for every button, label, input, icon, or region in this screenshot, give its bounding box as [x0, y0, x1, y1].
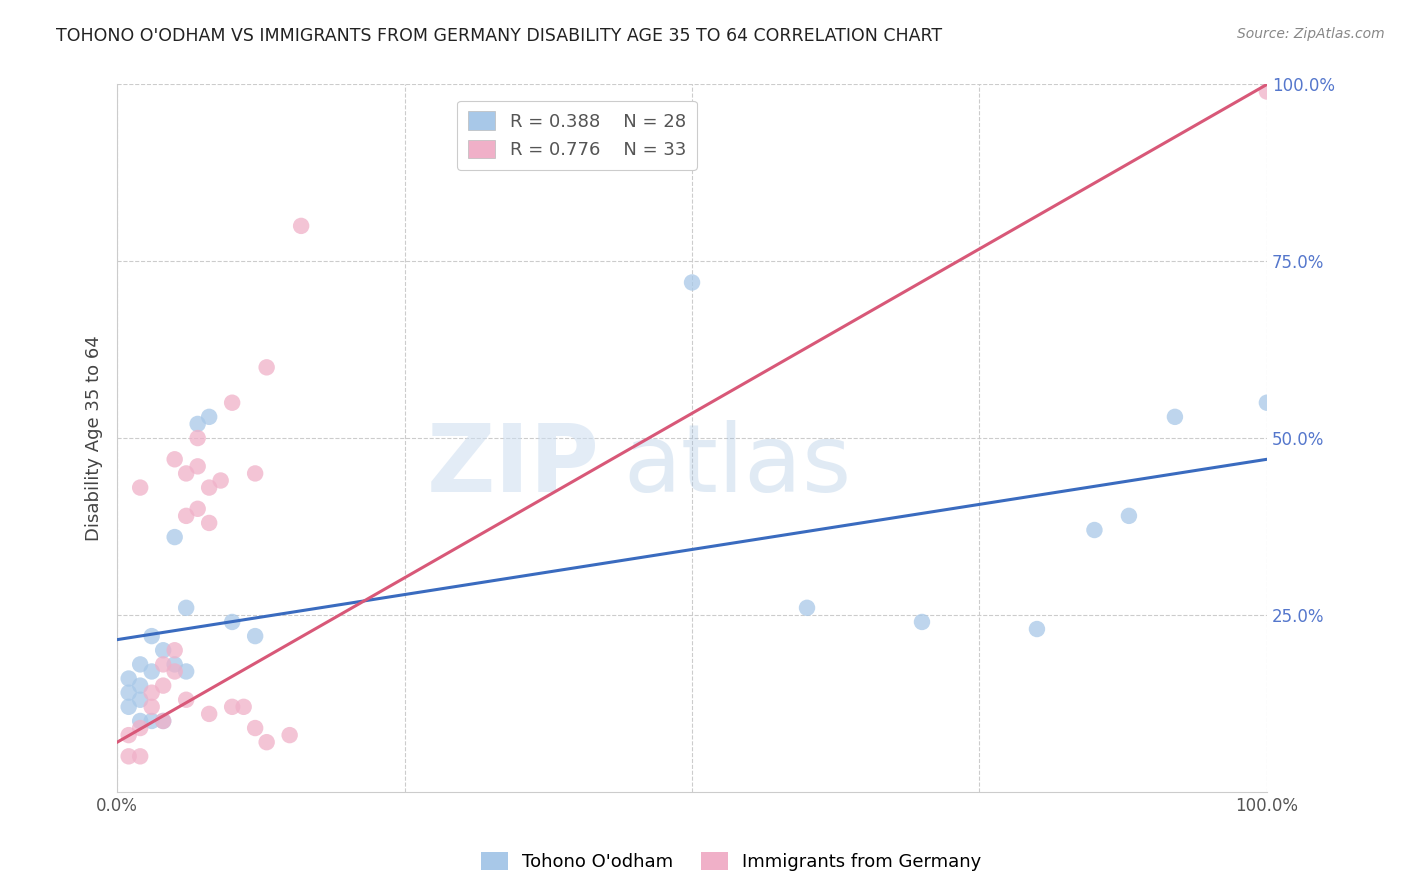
Point — [256, 360, 278, 375]
Point — [198, 516, 221, 530]
Y-axis label: Disability Age 35 to 64: Disability Age 35 to 64 — [86, 335, 103, 541]
Text: atlas: atlas — [623, 420, 851, 512]
Point — [243, 629, 266, 643]
Point — [152, 714, 174, 728]
Point — [118, 749, 141, 764]
Point — [163, 643, 186, 657]
Point — [118, 672, 141, 686]
Point — [174, 665, 197, 679]
Point — [152, 643, 174, 657]
Point — [187, 417, 209, 431]
Point — [163, 452, 186, 467]
Point — [141, 629, 163, 643]
Point — [118, 699, 141, 714]
Point — [141, 699, 163, 714]
Point — [221, 699, 243, 714]
Text: ZIP: ZIP — [427, 420, 600, 512]
Point — [141, 686, 163, 700]
Point — [1256, 85, 1278, 99]
Point — [129, 481, 152, 495]
Point — [187, 459, 209, 474]
Point — [118, 686, 141, 700]
Point — [1164, 409, 1187, 424]
Point — [118, 728, 141, 742]
Point — [174, 508, 197, 523]
Point — [1118, 508, 1140, 523]
Point — [129, 692, 152, 706]
Point — [129, 749, 152, 764]
Point — [152, 657, 174, 672]
Point — [187, 501, 209, 516]
Legend: Tohono O'odham, Immigrants from Germany: Tohono O'odham, Immigrants from Germany — [474, 845, 988, 879]
Point — [911, 615, 934, 629]
Point — [1083, 523, 1105, 537]
Text: TOHONO O'ODHAM VS IMMIGRANTS FROM GERMANY DISABILITY AGE 35 TO 64 CORRELATION CH: TOHONO O'ODHAM VS IMMIGRANTS FROM GERMAN… — [56, 27, 942, 45]
Point — [232, 699, 254, 714]
Point — [129, 657, 152, 672]
Text: Source: ZipAtlas.com: Source: ZipAtlas.com — [1237, 27, 1385, 41]
Point — [290, 219, 312, 233]
Point — [187, 431, 209, 445]
Point — [221, 615, 243, 629]
Point — [129, 714, 152, 728]
Point — [152, 714, 174, 728]
Point — [198, 706, 221, 721]
Point — [243, 721, 266, 735]
Point — [221, 395, 243, 409]
Point — [152, 679, 174, 693]
Legend: R = 0.388    N = 28, R = 0.776    N = 33: R = 0.388 N = 28, R = 0.776 N = 33 — [457, 101, 697, 170]
Point — [141, 714, 163, 728]
Point — [163, 665, 186, 679]
Point — [278, 728, 301, 742]
Point — [174, 467, 197, 481]
Point — [243, 467, 266, 481]
Point — [198, 409, 221, 424]
Point — [796, 600, 818, 615]
Point — [163, 657, 186, 672]
Point — [1026, 622, 1049, 636]
Point — [198, 481, 221, 495]
Point — [681, 276, 703, 290]
Point — [1256, 395, 1278, 409]
Point — [163, 530, 186, 544]
Point — [141, 665, 163, 679]
Point — [129, 721, 152, 735]
Point — [209, 474, 232, 488]
Point — [256, 735, 278, 749]
Point — [174, 692, 197, 706]
Point — [129, 679, 152, 693]
Point — [174, 600, 197, 615]
